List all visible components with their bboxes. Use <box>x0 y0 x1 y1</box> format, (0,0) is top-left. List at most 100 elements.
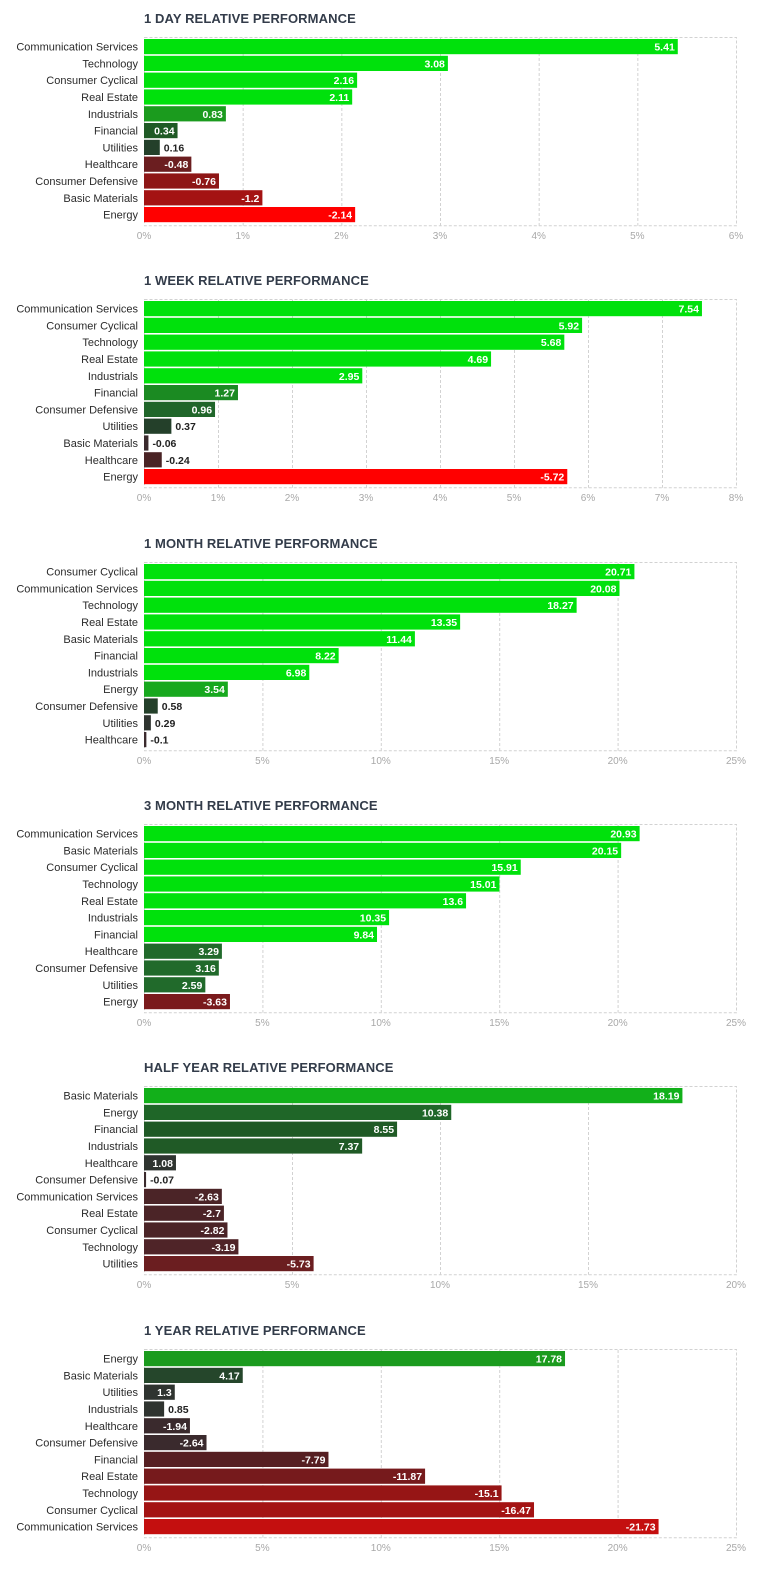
bar <box>144 452 162 468</box>
category-label: Basic Materials <box>63 1370 138 1382</box>
bar <box>144 190 263 206</box>
value-label: -2.63 <box>195 1191 219 1203</box>
bar <box>144 1088 683 1104</box>
bar <box>144 614 461 630</box>
category-label: Financial <box>94 929 138 941</box>
x-tick-label: 2% <box>334 231 349 242</box>
bar <box>144 715 151 731</box>
category-label: Consumer Cyclical <box>46 75 138 87</box>
chart-plot: 0% 1% 2% 3% 4% 5% 6% 7% 8% Communication Services… <box>16 299 743 504</box>
value-label: 20.71 <box>605 567 631 579</box>
x-tick-label: 3% <box>359 493 374 504</box>
value-label: 18.19 <box>653 1091 679 1103</box>
category-label: Healthcare <box>85 455 138 467</box>
x-tick-label: 10% <box>371 1018 391 1029</box>
performance-chart: 3 MONTH RELATIVE PERFORMANCE 0% 5% 10% 15% 20… <box>0 787 771 1049</box>
bar <box>144 859 521 875</box>
category-label: Financial <box>94 388 138 400</box>
bar <box>144 1468 426 1484</box>
value-label: -3.19 <box>211 1242 235 1254</box>
category-label: Industrials <box>88 913 139 925</box>
value-label: 1.27 <box>215 388 236 400</box>
value-label: -3.63 <box>203 997 227 1009</box>
x-tick-label: 20% <box>608 1543 628 1554</box>
x-tick-label: 6% <box>581 493 596 504</box>
chart-plot: 0% 5% 10% 15% 20% 25% Communication Services 20… <box>16 824 746 1029</box>
bar <box>144 698 158 714</box>
category-label: Communication Services <box>16 304 138 316</box>
chart-plot: 0% 5% 10% 15% 20% 25% Consumer Cyclical 20.71 Co… <box>16 562 746 767</box>
bar <box>144 732 147 748</box>
category-label: Technology <box>82 1488 138 1500</box>
x-tick-label: 0% <box>137 493 152 504</box>
category-label: Real Estate <box>81 1208 138 1220</box>
x-tick-label: 10% <box>371 1543 391 1554</box>
category-label: Real Estate <box>81 354 138 366</box>
bar <box>144 1104 452 1120</box>
category-label: Utilities <box>103 980 139 992</box>
bar <box>144 1205 224 1221</box>
bar <box>144 960 219 976</box>
category-label: Healthcare <box>85 946 138 958</box>
performance-chart: 1 MONTH RELATIVE PERFORMANCE 0% 5% 10% 15% 20… <box>0 525 771 787</box>
chart-title: 1 MONTH RELATIVE PERFORMANCE <box>144 536 378 551</box>
value-label: 3.29 <box>198 946 219 958</box>
value-label: 3.16 <box>195 963 216 975</box>
value-label: 8.55 <box>374 1124 395 1136</box>
x-tick-label: 5% <box>507 493 522 504</box>
chart-title: 1 DAY RELATIVE PERFORMANCE <box>144 11 356 26</box>
category-label: Consumer Defensive <box>35 1175 138 1187</box>
bar <box>144 301 702 317</box>
value-label: -5.72 <box>540 472 564 484</box>
value-label: 6.98 <box>286 667 307 679</box>
bar <box>144 826 640 842</box>
bar <box>144 207 356 223</box>
performance-chart: 1 WEEK RELATIVE PERFORMANCE 0% 1% 2% 3% 4% 5% 6… <box>0 262 771 524</box>
x-tick-label: 4% <box>433 493 448 504</box>
category-label: Consumer Defensive <box>35 963 138 975</box>
x-tick-label: 5% <box>255 756 270 767</box>
category-label: Financial <box>94 1124 138 1136</box>
x-tick-label: 10% <box>371 756 391 767</box>
category-label: Utilities <box>103 1259 139 1271</box>
value-label: 13.6 <box>443 896 464 908</box>
chart-plot: 0% 1% 2% 3% 4% 5% 6% Communication Services 5.41… <box>16 37 744 242</box>
value-label: 20.08 <box>590 583 616 595</box>
category-label: Consumer Defensive <box>35 1438 138 1450</box>
x-tick-label: 5% <box>255 1018 270 1029</box>
value-label: -0.76 <box>192 176 216 188</box>
bar <box>144 469 568 485</box>
value-label: 1.08 <box>153 1158 174 1170</box>
bar <box>144 39 678 55</box>
value-label: -0.06 <box>152 438 176 450</box>
x-tick-label: 10% <box>430 1280 450 1291</box>
value-label: 3.08 <box>424 58 445 70</box>
value-label: 15.01 <box>470 879 496 891</box>
bar <box>144 580 620 596</box>
performance-chart: 1 DAY RELATIVE PERFORMANCE 0% 1% 2% 3% 4% 5% 6%… <box>0 0 771 262</box>
value-label: 0.96 <box>192 404 213 416</box>
value-label: -11.87 <box>393 1471 422 1483</box>
category-label: Real Estate <box>81 896 138 908</box>
x-tick-label: 25% <box>726 1543 746 1554</box>
bar <box>144 106 226 122</box>
bar <box>144 1401 165 1417</box>
value-label: -0.1 <box>150 735 168 747</box>
x-tick-label: 6% <box>729 231 744 242</box>
category-label: Energy <box>103 997 138 1009</box>
category-label: Real Estate <box>81 92 138 104</box>
category-label: Consumer Cyclical <box>46 320 138 332</box>
value-label: 8.22 <box>315 651 336 663</box>
bar <box>144 1502 535 1518</box>
category-label: Real Estate <box>81 1471 138 1483</box>
value-label: 0.29 <box>155 718 176 730</box>
bar <box>144 994 230 1010</box>
value-label: 10.38 <box>422 1107 448 1119</box>
value-label: 5.68 <box>541 337 562 349</box>
value-label: 0.16 <box>164 142 185 154</box>
bar <box>144 1172 147 1188</box>
bar <box>144 1367 243 1383</box>
category-label: Basic Materials <box>63 438 138 450</box>
category-label: Technology <box>82 1242 138 1254</box>
